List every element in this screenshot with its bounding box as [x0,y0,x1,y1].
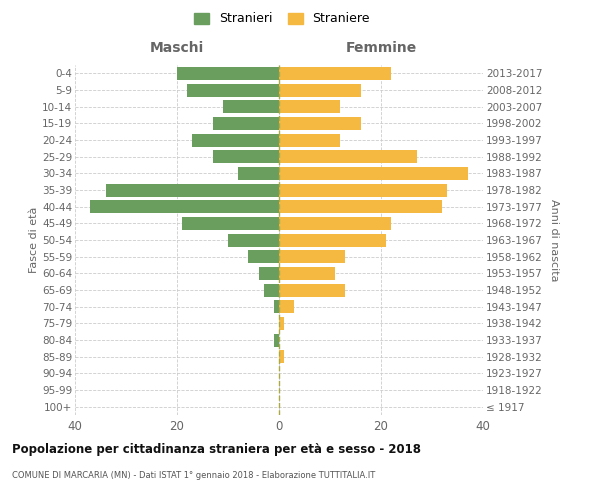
Bar [279,350,284,363]
Text: COMUNE DI MARCARIA (MN) - Dati ISTAT 1° gennaio 2018 - Elaborazione TUTTITALIA.I: COMUNE DI MARCARIA (MN) - Dati ISTAT 1° … [12,471,375,480]
Bar [279,284,346,296]
Bar [223,100,279,113]
Text: Popolazione per cittadinanza straniera per età e sesso - 2018: Popolazione per cittadinanza straniera p… [12,442,421,456]
Bar [91,200,279,213]
Bar [213,150,279,163]
Bar [193,134,279,146]
Bar [279,267,335,280]
Bar [279,234,386,246]
Bar [248,250,279,263]
Bar [279,134,340,146]
Bar [279,250,346,263]
Bar [274,300,279,313]
Text: Maschi: Maschi [150,41,204,55]
Bar [279,100,340,113]
Bar [274,334,279,346]
Bar [279,300,295,313]
Bar [259,267,279,280]
Bar [177,67,279,80]
Legend: Stranieri, Straniere: Stranieri, Straniere [190,8,374,29]
Bar [106,184,279,196]
Bar [279,84,361,96]
Y-axis label: Fasce di età: Fasce di età [29,207,39,273]
Bar [279,117,361,130]
Bar [279,150,417,163]
Bar [279,200,442,213]
Bar [279,167,468,180]
Bar [187,84,279,96]
Bar [182,217,279,230]
Bar [279,217,391,230]
Bar [228,234,279,246]
Bar [213,117,279,130]
Bar [264,284,279,296]
Bar [279,317,284,330]
Y-axis label: Anni di nascita: Anni di nascita [549,198,559,281]
Bar [279,184,448,196]
Bar [279,67,391,80]
Bar [238,167,279,180]
Text: Femmine: Femmine [346,41,416,55]
